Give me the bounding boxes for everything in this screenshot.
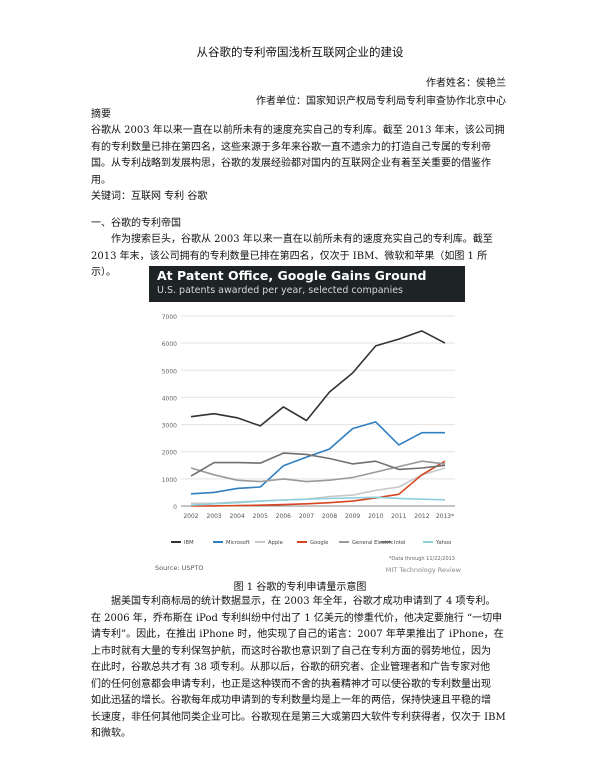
x-tick-label: 2010 <box>368 513 383 520</box>
y-tick-label: 0 <box>173 504 177 511</box>
x-tick-label: 2013* <box>436 513 454 520</box>
body-line: 在 2006 年，乔布斯在 iPod 专利纠纷中付出了 1 亿美元的惨重代价，他… <box>91 612 503 624</box>
chart-subtitle: U.S. patents awarded per year, selected … <box>157 285 404 296</box>
y-tick-label: 5000 <box>162 368 177 375</box>
x-tick-label: 2002 <box>183 513 198 520</box>
legend-label: Google <box>310 540 328 546</box>
x-tick-label: 2007 <box>299 513 314 520</box>
series-line-general-electric <box>190 460 446 483</box>
section-line: 2013 年末，该公司拥有的专利数量已排在第四名，仅次于 IBM、微软和苹果（如… <box>91 250 488 279</box>
abstract-heading: 摘要 <box>91 109 111 120</box>
chart-header: At Patent Office, Google Gains Ground U.… <box>149 266 465 302</box>
body-line: 据美国专利商标局的统计数据显示，在 2003 年全年，谷歌才成功申请到了 4 项… <box>111 596 496 607</box>
series-line-microsoft <box>190 421 445 495</box>
legend-label: IBM <box>184 540 194 546</box>
chart-note: *Data through 11/22/2013 <box>389 556 455 562</box>
legend-label: General Electric <box>352 540 393 546</box>
y-tick-label: 2000 <box>162 450 177 457</box>
x-tick-label: 2012 <box>414 513 429 520</box>
patent-chart: At Patent Office, Google Gains Ground U.… <box>149 266 465 576</box>
series-line-ibm <box>190 330 446 427</box>
abstract-line: 国。从专利战略到发展构思，谷歌的发展经验都对国内的互联网企业有着至关重要的借鉴作 <box>91 158 491 169</box>
keywords-line: 关键词：互联网 专利 谷歌 <box>91 191 208 202</box>
chart-plot: 0 1000 2000 3000 4000 5000 6000 7000 2002 2003 200… <box>155 314 462 574</box>
body-line: 请专利”。因此，在推出 iPhone 时，他实现了自己的诺言：2007 年苹果推… <box>91 629 504 640</box>
body-line: 在此时，谷歌总共才有 38 项专利。从那以后，谷歌的研究者、企业管理者和广告专家… <box>91 662 491 673</box>
x-tick-label: 2006 <box>276 513 291 520</box>
figure-caption: 图 1 谷歌的专利申请量示意图 <box>233 582 367 593</box>
y-tick-label: 6000 <box>162 341 177 348</box>
x-tick-label: 2003 <box>206 513 221 520</box>
series-line-yahoo <box>190 496 446 506</box>
body-line: 长速度，非任何其他同类企业可比。谷歌现在是第三大或第四大软件专利获得者，仅次于 … <box>91 711 506 723</box>
abstract-body: 谷歌从 2003 年以来一直在以前所未有的速度充实自己的专利库。截至 2013 … <box>91 123 509 189</box>
x-tick-label: 2004 <box>230 513 245 520</box>
legend-label: Apple <box>268 540 283 546</box>
body-line: 上市时就有大量的专利保驾护航，而这时谷歌也意识到了自己在专利方面的弱势地位，因为 <box>91 645 491 657</box>
chart-brand: MIT Technology Review <box>386 566 462 574</box>
abstract-line: 谷歌从 2003 年以来一直在以前所未有的速度充实自己的专利库。截至 2013 … <box>91 125 505 136</box>
body-line: 如此迅猛的增长。谷歌每年成功申请到的专利数量均是上一年的两倍，保持快速且平稳的增 <box>91 695 491 706</box>
legend-label: Intel <box>394 540 406 546</box>
legend-label: Microsoft <box>226 540 250 546</box>
section-heading: 一、谷歌的专利帝国 <box>91 218 181 229</box>
x-tick-label: 2008 <box>322 513 337 520</box>
section-line: 作为搜索巨头，谷歌从 2003 年以来一直在以前所未有的速度充实自己的专利库。截… <box>111 234 493 245</box>
abstract-line: 用。 <box>91 174 111 186</box>
affiliation-line: 作者单位：国家知识产权局专利局专利审查协作北京中心 <box>256 96 506 107</box>
author-line: 作者姓名：侯艳兰 <box>426 78 506 89</box>
x-tick-label: 2005 <box>253 513 268 520</box>
body-line: 们的任何创意都会申请专利，也正是这种锲而不舍的执着精神才可以使谷歌的专利数量出现 <box>91 678 491 690</box>
x-tick-label: 2009 <box>345 513 360 520</box>
y-tick-label: 3000 <box>162 423 177 430</box>
body-line: 和微软。 <box>91 728 131 739</box>
y-tick-label: 7000 <box>162 314 177 321</box>
body-paragraph: 据美国专利商标局的统计数据显示，在 2003 年全年，谷歌才成功申请到了 4 项… <box>91 594 509 743</box>
chart-title: At Patent Office, Google Gains Ground <box>157 268 427 283</box>
series-line-google <box>190 460 446 507</box>
y-tick-label: 1000 <box>162 477 177 484</box>
abstract-line: 有的专利数量已排在第四名，这些来源于多年来谷歌一直不遗余力的打造自己专属的专利帝 <box>91 141 491 153</box>
document-title: 从谷歌的专利帝国浅析互联网企业的建设 <box>196 45 404 59</box>
legend-label: Yahoo <box>435 540 451 546</box>
x-tick-label: 2011 <box>391 513 406 520</box>
series-line-intel <box>190 452 446 477</box>
y-tick-label: 4000 <box>162 395 177 402</box>
section-body: 作为搜索巨头，谷歌从 2003 年以来一直在以前所未有的速度充实自己的专利库。截… <box>91 232 509 282</box>
chart-source: Source: USPTO <box>155 564 203 572</box>
